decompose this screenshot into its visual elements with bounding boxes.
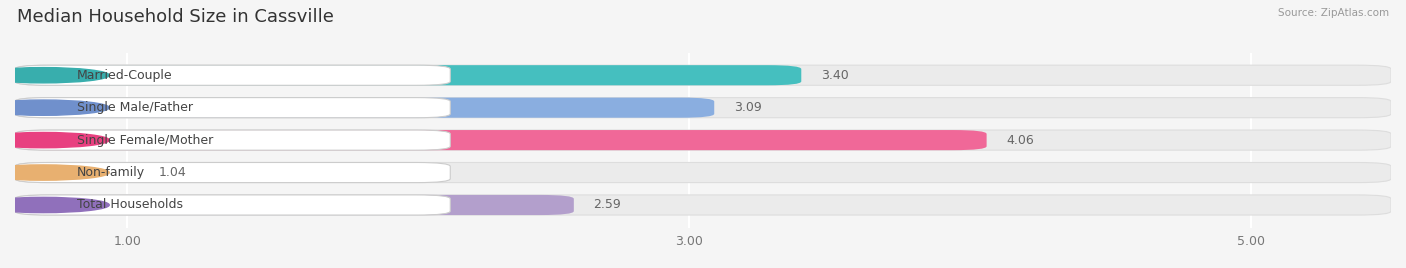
Text: 4.06: 4.06: [1007, 134, 1033, 147]
Circle shape: [0, 165, 110, 180]
FancyBboxPatch shape: [15, 98, 450, 118]
Text: 1.04: 1.04: [159, 166, 186, 179]
FancyBboxPatch shape: [15, 195, 450, 215]
Text: Married-Couple: Married-Couple: [77, 69, 173, 82]
Text: Source: ZipAtlas.com: Source: ZipAtlas.com: [1278, 8, 1389, 18]
Circle shape: [0, 197, 110, 213]
FancyBboxPatch shape: [15, 162, 1391, 183]
Text: Single Male/Father: Single Male/Father: [77, 101, 193, 114]
FancyBboxPatch shape: [15, 162, 450, 183]
Circle shape: [0, 132, 110, 148]
Text: 3.09: 3.09: [734, 101, 762, 114]
Text: Single Female/Mother: Single Female/Mother: [77, 134, 214, 147]
FancyBboxPatch shape: [15, 130, 450, 150]
FancyBboxPatch shape: [15, 162, 139, 183]
Circle shape: [0, 68, 110, 83]
FancyBboxPatch shape: [15, 65, 801, 85]
Text: Median Household Size in Cassville: Median Household Size in Cassville: [17, 8, 333, 26]
FancyBboxPatch shape: [15, 195, 1391, 215]
Circle shape: [0, 100, 110, 115]
Text: Non-family: Non-family: [77, 166, 145, 179]
FancyBboxPatch shape: [15, 98, 714, 118]
FancyBboxPatch shape: [15, 65, 1391, 85]
Text: Total Households: Total Households: [77, 199, 183, 211]
Text: 2.59: 2.59: [593, 199, 621, 211]
FancyBboxPatch shape: [15, 195, 574, 215]
FancyBboxPatch shape: [15, 65, 450, 85]
FancyBboxPatch shape: [15, 130, 987, 150]
FancyBboxPatch shape: [15, 130, 1391, 150]
FancyBboxPatch shape: [15, 98, 1391, 118]
Text: 3.40: 3.40: [821, 69, 849, 82]
